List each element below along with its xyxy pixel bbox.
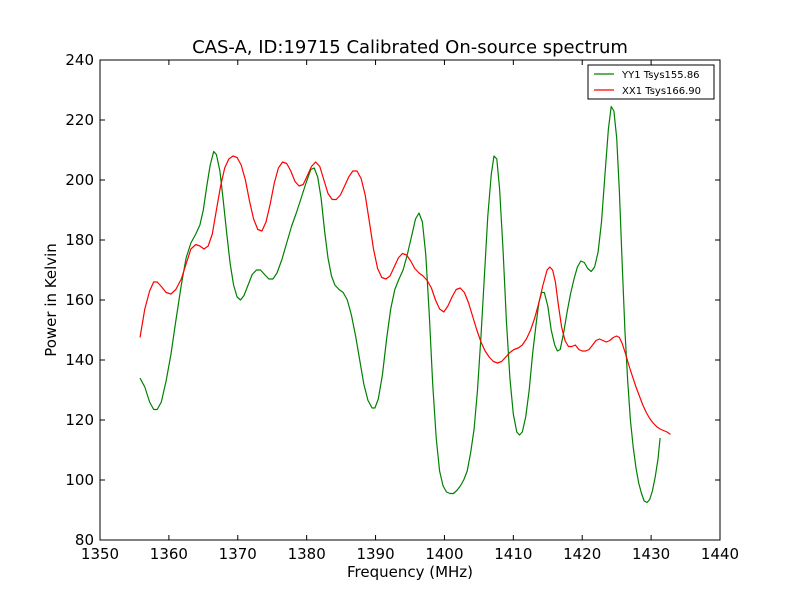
- x-axis-label: Frequency (MHz): [347, 563, 473, 581]
- x-tick-label: 1410: [494, 545, 532, 563]
- x-tick-label: 1430: [632, 545, 670, 563]
- x-tick-label: 1400: [425, 545, 463, 563]
- series-line-1: [139, 105, 661, 504]
- y-axis: 80 100 120 140 160 180 200 220 240: [65, 51, 720, 549]
- x-tick-label: 1420: [563, 545, 601, 563]
- y-axis-label: Power in Kelvin: [42, 243, 60, 357]
- x-tick-label: 1440: [701, 545, 739, 563]
- y-tick-label: 220: [65, 111, 94, 129]
- x-tick-label: 1350: [81, 545, 119, 563]
- x-tick-label: 1380: [288, 545, 326, 563]
- legend-label-2: XX1 Tsys166.90: [622, 86, 701, 97]
- legend-box: [587, 64, 715, 100]
- x-tick-label: 1360: [150, 545, 188, 563]
- y-tick-label: 180: [65, 231, 94, 249]
- y-tick-label: 160: [65, 291, 94, 309]
- y-tick-label: 80: [75, 531, 94, 549]
- y-tick-label: 240: [65, 51, 94, 69]
- y-tick-label: 200: [65, 171, 94, 189]
- chart-title: CAS-A, ID:19715 Calibrated On-source spe…: [192, 37, 628, 58]
- y-tick-label: 140: [65, 351, 94, 369]
- legend-label-1: YY1 Tsys155.86: [621, 70, 700, 81]
- x-tick-label: 1390: [356, 545, 394, 563]
- x-axis: 1350 1360 1370 1380 1390 1400 1410 1420 1430 1440: [81, 60, 739, 563]
- plot-area: [99, 59, 721, 541]
- series-layer: [139, 105, 671, 504]
- x-tick-label: 1370: [219, 545, 257, 563]
- plot-frame: [99, 59, 721, 541]
- y-tick-label: 120: [65, 411, 94, 429]
- series-line-2: [139, 155, 671, 435]
- legend: YY1 Tsys155.86 XX1 Tsys166.90: [587, 64, 715, 100]
- y-tick-label: 100: [65, 471, 94, 489]
